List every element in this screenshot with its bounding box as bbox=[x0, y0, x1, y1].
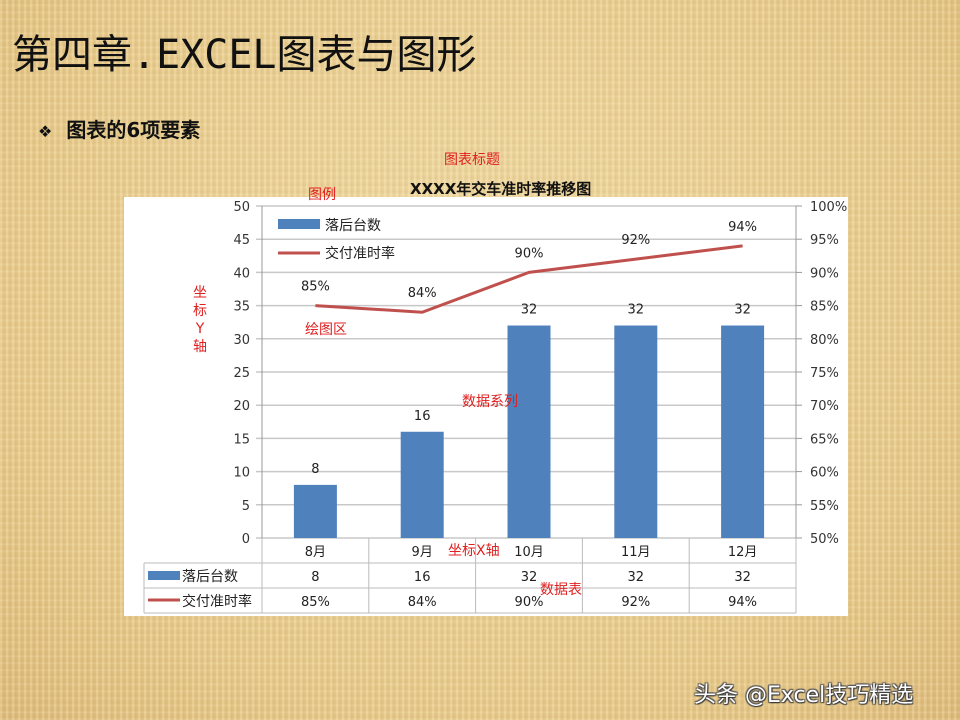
x-axis-category-label: 12月 bbox=[728, 545, 758, 560]
x-axis-category-label: 11月 bbox=[621, 545, 651, 560]
y-right-tick-label: 90% bbox=[810, 266, 839, 281]
table-cell: 94% bbox=[728, 595, 757, 610]
legend-line-label: 交付准时率 bbox=[325, 245, 395, 262]
bar bbox=[400, 431, 444, 538]
annotation-data-table: 数据表 bbox=[540, 582, 582, 598]
bar bbox=[614, 325, 658, 538]
table-cell: 84% bbox=[408, 595, 437, 610]
annotation-plot-area: 绘图区 bbox=[305, 322, 347, 338]
line-data-label: 92% bbox=[621, 233, 650, 248]
table-cell: 92% bbox=[621, 595, 650, 610]
bar-data-label: 32 bbox=[734, 303, 751, 318]
annotation-y-axis-char: 标 bbox=[193, 303, 207, 319]
line-data-label: 90% bbox=[515, 246, 544, 261]
table-cell: 32 bbox=[521, 570, 538, 585]
table-cell: 16 bbox=[414, 570, 431, 585]
table-row-label: 交付准时率 bbox=[182, 593, 252, 610]
y-right-tick-label: 55% bbox=[810, 499, 839, 514]
annotation-y-axis-char: 坐 bbox=[193, 285, 207, 301]
slide-title: 第四章.EXCEL图表与图形 bbox=[12, 32, 477, 78]
line-series bbox=[315, 244, 743, 314]
bar bbox=[721, 325, 765, 538]
annotation-chart-title: 图表标题 bbox=[444, 152, 500, 168]
y-left-tick-label: 45 bbox=[233, 233, 250, 248]
x-axis-category-label: 8月 bbox=[305, 545, 326, 560]
bullet-text: 图表的6项要素 bbox=[66, 118, 201, 142]
annotation-legend: 图例 bbox=[308, 187, 336, 203]
y-right-tick-label: 100% bbox=[810, 200, 847, 215]
chart-area: 0 5 10 15 20 25 30 35 40 45 50 50% 55% 60% 65% 70% 75% 80… bbox=[124, 197, 848, 616]
line-data-label: 85% bbox=[301, 280, 330, 295]
bar bbox=[507, 325, 551, 538]
table-legend-bar-swatch bbox=[148, 571, 180, 580]
annotation-y-axis-char: 轴 bbox=[193, 339, 207, 355]
y-left-tick-label: 35 bbox=[233, 300, 250, 315]
diamond-bullet-icon: ❖ bbox=[38, 122, 53, 141]
table-row-label: 落后台数 bbox=[182, 569, 238, 585]
watermark: 头条 @Excel技巧精选 bbox=[694, 683, 914, 708]
table-cell: 32 bbox=[734, 570, 751, 585]
line-data-label: 84% bbox=[408, 286, 437, 301]
y-right-tick-label: 95% bbox=[810, 233, 839, 248]
y-left-tick-label: 25 bbox=[233, 366, 250, 381]
y-right-tick-label: 85% bbox=[810, 300, 839, 315]
y-left-tick-label: 50 bbox=[233, 200, 250, 215]
bar-data-label: 16 bbox=[414, 409, 431, 424]
y-right-tick-label: 65% bbox=[810, 432, 839, 447]
chart-title: XXXX年交车准时率推移图 bbox=[410, 180, 592, 198]
bar-data-label: 32 bbox=[521, 303, 538, 318]
y-left-tick-label: 10 bbox=[233, 466, 250, 481]
table-cell: 85% bbox=[301, 595, 330, 610]
y-right-tick-label: 80% bbox=[810, 333, 839, 348]
y-left-tick-label: 20 bbox=[233, 399, 250, 414]
y-right-tick-label: 70% bbox=[810, 399, 839, 414]
bar bbox=[293, 484, 337, 538]
chart-svg: 0 5 10 15 20 25 30 35 40 45 50 50% 55% 60% 65% 70% 75% 80… bbox=[143, 200, 847, 614]
y-left-tick-label: 30 bbox=[233, 333, 250, 348]
y-left-tick-label: 0 bbox=[242, 532, 250, 547]
y-left-tick-label: 15 bbox=[233, 432, 250, 447]
bar-data-label: 8 bbox=[311, 462, 319, 477]
y-right-tick-label: 60% bbox=[810, 466, 839, 481]
table-cell: 8 bbox=[311, 570, 319, 585]
y-left-tick-label: 5 bbox=[242, 499, 250, 514]
x-axis-category-label: 10月 bbox=[514, 545, 544, 560]
annotation-y-axis-char: Y bbox=[195, 321, 205, 337]
table-cell: 90% bbox=[515, 595, 544, 610]
y-right-tick-label: 75% bbox=[810, 366, 839, 381]
annotation-x-axis: 坐标X轴 bbox=[448, 543, 500, 559]
bar-data-label: 32 bbox=[628, 303, 645, 318]
x-axis-category-label: 9月 bbox=[412, 545, 433, 560]
annotation-data-series: 数据系列 bbox=[462, 394, 518, 410]
legend-bar-swatch bbox=[278, 219, 320, 229]
table-cell: 32 bbox=[628, 570, 645, 585]
bullet-heading: ❖ 图表的6项要素 bbox=[38, 114, 200, 143]
legend-bar-label: 落后台数 bbox=[325, 218, 381, 234]
line-data-label: 94% bbox=[728, 220, 757, 235]
y-left-tick-label: 40 bbox=[233, 266, 250, 281]
y-right-tick-label: 50% bbox=[810, 532, 839, 547]
